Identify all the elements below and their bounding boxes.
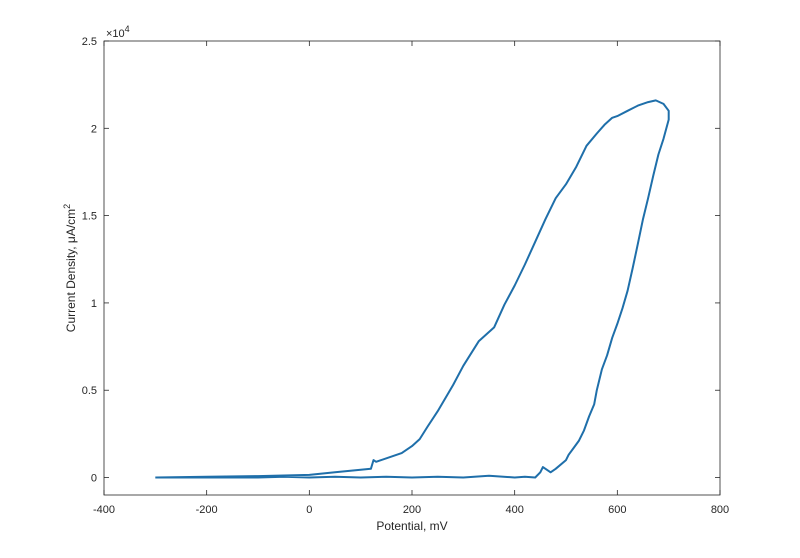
y-axis-multiplier: ×104 (106, 24, 130, 40)
y-axis-ticks: 0 0.5 1 1.5 2 2.5 (82, 36, 720, 485)
y-tick-label: 0 (91, 473, 97, 485)
y-tick-label: 2.5 (82, 36, 97, 48)
plot-area (103, 40, 721, 496)
y-tick-label: 1 (91, 298, 97, 310)
y-axis-label: Current Density, μA/cm2 (62, 204, 78, 332)
x-tick-label: 800 (711, 504, 729, 516)
y-axis-label-superscript: 2 (62, 204, 72, 209)
y-axis-multiplier-base: ×10 (106, 28, 125, 40)
y-tick-label: 2 (91, 123, 97, 135)
x-tick-label: -200 (196, 504, 218, 516)
series-line (155, 99, 670, 479)
y-axis-label-main: Current Density, μA/cm (64, 209, 78, 332)
y-tick-label: 0.5 (82, 385, 97, 397)
x-tick-label: 600 (608, 504, 626, 516)
y-tick-label: 1.5 (82, 211, 97, 223)
x-tick-label: -400 (93, 504, 115, 516)
x-tick-label: 400 (505, 504, 523, 516)
y-axis-multiplier-exponent: 4 (125, 24, 130, 34)
x-tick-label: 200 (403, 504, 421, 516)
x-axis-label: Potential, mV (376, 519, 447, 533)
x-axis-ticks: -400 -200 0 200 400 600 800 (93, 41, 729, 516)
x-tick-label: 0 (306, 504, 312, 516)
